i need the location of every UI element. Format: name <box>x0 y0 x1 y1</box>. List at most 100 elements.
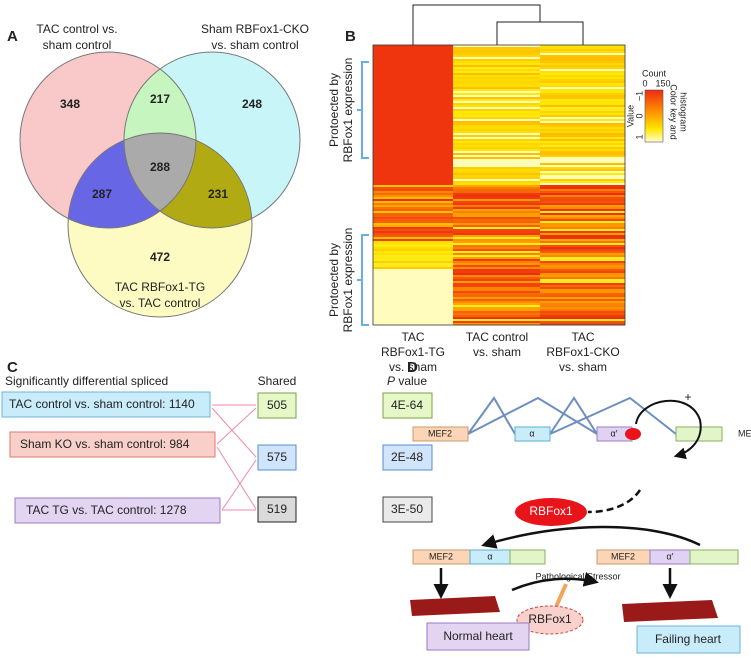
heatmap-cell <box>453 145 540 148</box>
heatmap-cell <box>540 175 625 178</box>
binding-site <box>625 428 641 440</box>
heatmap-cell <box>373 115 453 118</box>
arrow <box>481 525 701 549</box>
region-count: 472 <box>150 250 170 264</box>
column-label: vs. sham <box>559 360 607 374</box>
panel-label: B <box>345 28 356 45</box>
stressor-label: Pathological Stressor <box>535 571 620 581</box>
heatmap-cell <box>373 205 453 208</box>
heatmap-cell <box>373 97 453 100</box>
heatmap-cell <box>453 57 540 60</box>
heatmap-cell <box>373 195 453 198</box>
heatmap-cell <box>540 263 625 266</box>
heatmap-cell <box>540 63 625 66</box>
heatmap-cell <box>540 115 625 118</box>
heatmap-cell <box>373 65 453 68</box>
heatmap-cell <box>453 271 540 274</box>
heatmap-cell <box>540 101 625 104</box>
set-label: Sham RBFox1-CKO <box>201 22 309 36</box>
heatmap-cell <box>540 129 625 132</box>
set-label: vs. sham control <box>211 38 298 52</box>
key-label: Value <box>625 105 635 127</box>
heatmap-cell <box>453 195 540 198</box>
heatmap-cell <box>453 103 540 106</box>
heatmap-cell <box>540 81 625 84</box>
heatmap-cell <box>453 229 540 232</box>
heatmap-cell <box>453 199 540 202</box>
heatmap-cell <box>453 227 540 230</box>
heatmap-cell <box>373 117 453 120</box>
heading: Significantly differential spliced <box>5 374 168 388</box>
heatmap-cell <box>540 73 625 76</box>
row-group-label: Protoected by <box>327 243 341 317</box>
exon-label: α′ <box>611 428 618 438</box>
heatmap-cell <box>453 87 540 90</box>
heatmap-cell <box>453 161 540 164</box>
heatmap-cell <box>373 225 453 228</box>
heatmap-cell <box>540 199 625 202</box>
heatmap-cell <box>453 267 540 270</box>
heatmap-cell <box>453 171 540 174</box>
heatmap-cell <box>540 107 625 110</box>
heatmap-cell <box>540 99 625 102</box>
heatmap-cell <box>373 199 453 202</box>
heatmap-cell <box>453 205 540 208</box>
heatmap-cell <box>540 301 625 304</box>
heatmap-cell <box>453 59 540 62</box>
heatmap-cell <box>373 267 453 270</box>
heatmap-cell <box>373 95 453 98</box>
heatmap-cell <box>540 221 625 224</box>
heatmap-cell <box>453 255 540 258</box>
heatmap-cell <box>373 293 453 296</box>
heatmap-cell <box>373 237 453 240</box>
heatmap-cell <box>540 91 625 94</box>
heatmap-cell <box>373 157 453 160</box>
heatmap-cell <box>373 251 453 254</box>
heatmap-cell <box>373 111 453 114</box>
region-count: 248 <box>242 97 262 111</box>
heatmap-cell <box>540 291 625 294</box>
heatmap-cell <box>453 133 540 136</box>
heatmap-cell <box>373 279 453 282</box>
shared-box <box>257 392 297 419</box>
heatmap-cell <box>453 167 540 170</box>
heatmap-cell <box>373 135 453 138</box>
heatmap-cell <box>540 109 625 112</box>
p-value: 3E-50 <box>391 502 423 516</box>
heatmap-cell <box>453 75 540 78</box>
heatmap-cell <box>540 93 625 96</box>
heatmap-cell <box>453 275 540 278</box>
heatmap-cell <box>453 317 540 320</box>
heatmap-cell <box>373 93 453 96</box>
heatmap-cell <box>540 183 625 186</box>
heatmap-cell <box>373 129 453 132</box>
color-key-bar <box>644 89 664 143</box>
heatmap-cell <box>453 265 540 268</box>
heatmap-cell <box>453 127 540 130</box>
heatmap-cell <box>453 259 540 262</box>
bracket <box>357 61 369 159</box>
heatmap-cell <box>453 107 540 110</box>
heatmap-cell <box>540 197 625 200</box>
heatmap-cell <box>373 173 453 176</box>
heatmap-cell <box>540 173 625 176</box>
heatmap-cell <box>373 155 453 158</box>
color-key: Count 0 150 −1 0 1 Value Color key and h… <box>625 68 689 143</box>
heatmap-cell <box>540 285 625 288</box>
heatmap-cell <box>540 251 625 254</box>
heatmap-cell <box>540 165 625 168</box>
key-tick: 1 <box>634 134 644 139</box>
heatmap-cell <box>453 99 540 102</box>
heatmap-cell <box>373 47 453 50</box>
heatmap-cell <box>453 109 540 112</box>
heatmap-cell <box>373 123 453 126</box>
heatmap-cell <box>453 279 540 282</box>
heatmap-cell <box>540 195 625 198</box>
heatmap-cell <box>540 65 625 68</box>
heatmap-cell <box>540 293 625 296</box>
heatmap-cell <box>540 287 625 290</box>
dashed-arrow <box>587 489 642 514</box>
heatmap-cell <box>453 129 540 132</box>
heatmap-cell <box>453 311 540 314</box>
